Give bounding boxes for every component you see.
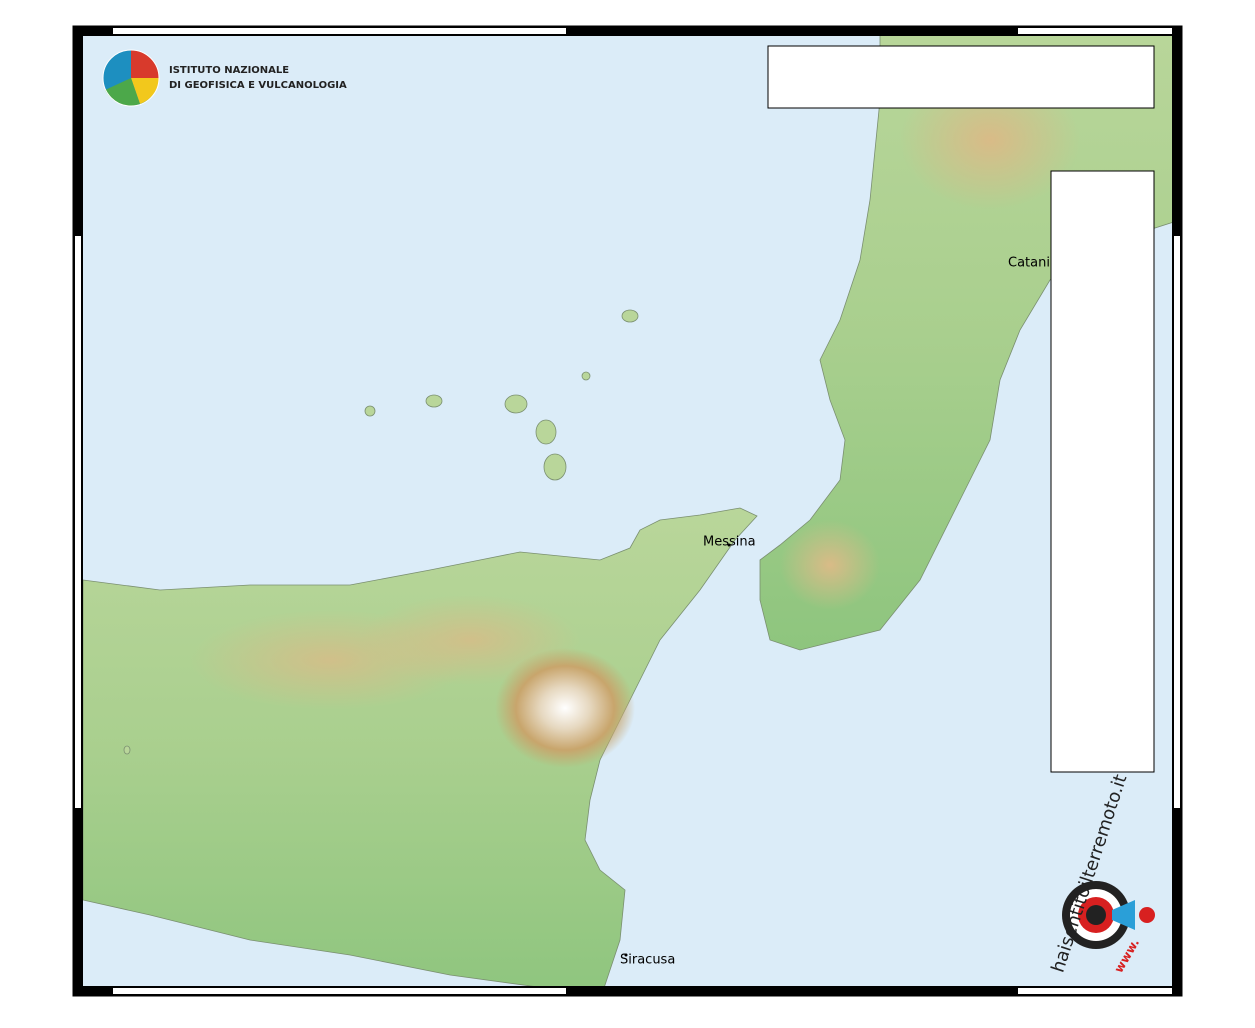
ingv-logo: ISTITUTO NAZIONALE DI GEOFISICA E VULCAN… [102,49,347,107]
info-box [767,45,1155,109]
place-label: Catania [1008,256,1058,271]
legend [1050,170,1155,773]
map-area [83,36,1172,986]
frame-ticks [75,28,1180,994]
islands [123,309,639,755]
logo-text: ISTITUTO NAZIONALE [169,65,289,76]
place-label: Messina [703,535,756,550]
logo-text: DI GEOFISICA E VULCANOLOGIA [169,80,347,91]
place-label: Siracusa [620,953,675,968]
etna [495,648,635,768]
